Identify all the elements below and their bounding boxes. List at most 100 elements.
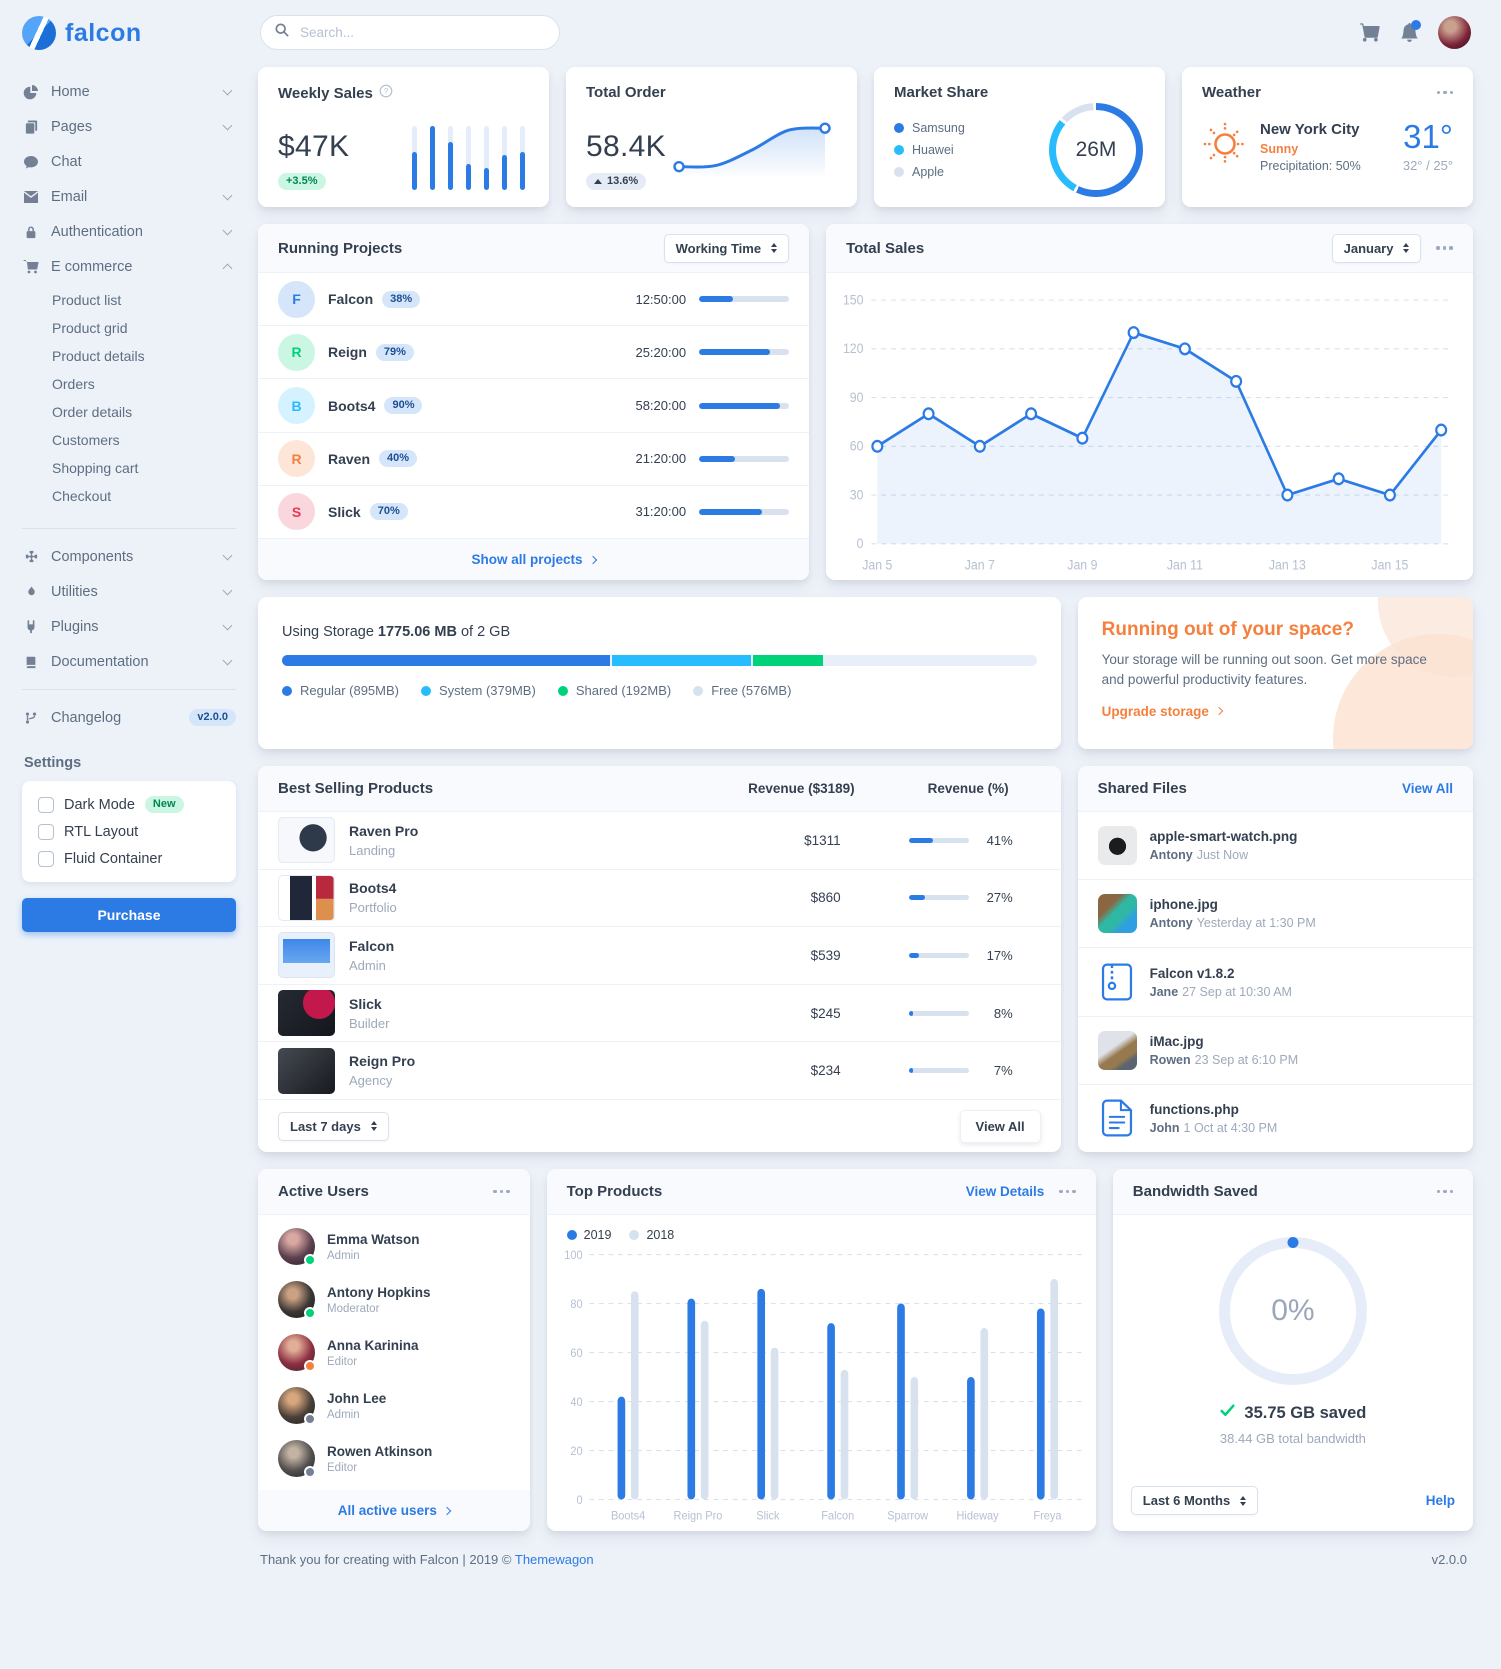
sidebar-item-components[interactable]: Components <box>22 539 236 574</box>
sidebar-subitem-checkout[interactable]: Checkout <box>52 488 112 504</box>
checkbox[interactable] <box>38 824 54 840</box>
sidebar-item-authentication[interactable]: Authentication <box>22 214 236 249</box>
project-progress-bar <box>699 402 790 409</box>
project-avatar: R <box>278 440 315 478</box>
project-avatar: S <box>278 493 315 531</box>
user-item-emma-watson: Emma Watson Admin <box>258 1220 530 1273</box>
svg-text:80: 80 <box>570 1298 582 1311</box>
checkbox[interactable] <box>38 796 54 813</box>
legend-dot <box>421 685 431 696</box>
file-meta: John 1 Oct at 4:30 PM <box>1150 1121 1278 1135</box>
purchase-button[interactable]: Purchase <box>22 898 236 932</box>
chevron-down-icon <box>222 620 233 630</box>
project-percent-badge: 90% <box>384 397 423 414</box>
sidebar-subitem-order-details[interactable]: Order details <box>52 404 133 420</box>
top-products-bar-chart: 0 20 40 60 80 100 Boots4 Reign Pro Slick Falcon Sp… <box>547 1244 1096 1531</box>
svg-text:30: 30 <box>850 487 864 503</box>
file-owner: John <box>1149 1120 1180 1135</box>
upgrade-storage-card: Running out of your space? Your storage … <box>1077 597 1473 749</box>
show-all-projects-link[interactable]: Show all projects <box>258 539 810 580</box>
sidebar-item-changelog[interactable]: Changelog v2.0.0 <box>22 700 236 735</box>
legend-item-apple[interactable]: Apple <box>894 165 965 179</box>
user-name: Anna Karinina <box>327 1337 419 1353</box>
legend-item-samsung[interactable]: Samsung <box>894 121 965 135</box>
sidebar-subitem-product-details[interactable]: Product details <box>52 348 145 364</box>
view-details-link[interactable]: View Details <box>965 1184 1045 1199</box>
notifications-bell-icon[interactable] <box>1400 20 1421 42</box>
settings-card: Dark Mode New RTL Layout Fluid Container <box>22 781 236 882</box>
svg-text:100: 100 <box>564 1249 582 1262</box>
search-input-wrap[interactable] <box>260 15 560 50</box>
view-all-files-link[interactable]: View All <box>1401 781 1453 796</box>
sidebar-item-label: Home <box>51 83 90 100</box>
working-time-select[interactable]: Working Time <box>663 233 790 263</box>
weekly-sales-badge: +3.5% <box>278 173 326 190</box>
themewagon-link[interactable]: Themewagon <box>514 1552 594 1567</box>
project-percent-badge: 70% <box>369 503 408 521</box>
project-progress-bar <box>699 455 790 462</box>
market-share-center-value: 26M <box>1075 138 1117 161</box>
chevron-right-icon <box>442 1506 452 1515</box>
file-thumbnail <box>1097 826 1137 866</box>
month-select[interactable]: January <box>1331 233 1422 263</box>
ellipsis-menu-icon[interactable] <box>1436 1185 1453 1199</box>
ellipsis-menu-icon[interactable] <box>1059 1185 1076 1199</box>
ellipsis-menu-icon[interactable] <box>1436 86 1453 100</box>
file-meta: Antony Yesterday at 1:30 PM <box>1150 916 1316 930</box>
checkbox[interactable] <box>38 851 54 867</box>
all-active-users-link[interactable]: All active users <box>258 1490 530 1531</box>
legend-item-huawei[interactable]: Huawei <box>894 143 965 157</box>
brand-logo[interactable]: falcon <box>22 16 236 50</box>
svg-text:Jan 5: Jan 5 <box>862 557 892 573</box>
date-range-select[interactable]: Last 7 days <box>278 1111 389 1141</box>
help-icon[interactable]: ? <box>379 84 393 103</box>
view-all-button[interactable]: View All <box>959 1109 1041 1143</box>
bandwidth-range-select[interactable]: Last 6 Months <box>1130 1486 1259 1515</box>
sidebar-subitem-product-grid[interactable]: Product grid <box>52 320 128 336</box>
upgrade-storage-link[interactable]: Upgrade storage <box>1102 704 1224 719</box>
project-time: 58:20:00 <box>635 398 687 413</box>
user-role: Admin <box>327 1249 360 1262</box>
sidebar-subitem-product-list[interactable]: Product list <box>52 292 122 308</box>
shared-files-title: Shared Files <box>1097 780 1187 797</box>
project-row-raven: R Raven 40% 21:20:00 <box>258 433 810 486</box>
project-percent-badge: 79% <box>375 343 414 361</box>
topbar-icons <box>1360 16 1471 49</box>
legend-item-2019[interactable]: 2019 <box>566 1228 611 1242</box>
weekly-sales-title: Weekly Sales <box>278 85 373 102</box>
storage-legend-item: Shared (192MB) <box>557 683 671 698</box>
shopping-cart-icon[interactable] <box>1360 22 1381 43</box>
sidebar-item-e-commerce[interactable]: E commerce <box>22 249 236 284</box>
project-name: Reign <box>328 344 367 361</box>
sidebar-subitem-orders[interactable]: Orders <box>52 376 95 392</box>
product-revenue: $860 <box>810 890 841 906</box>
project-avatar: F <box>278 280 315 318</box>
svg-text:Hideway: Hideway <box>956 1510 998 1523</box>
help-link[interactable]: Help <box>1425 1493 1455 1508</box>
svg-text:Sparrow: Sparrow <box>887 1510 929 1523</box>
file-owner: Jane <box>1149 984 1179 999</box>
sidebar-item-pages[interactable]: Pages <box>22 109 236 144</box>
sidebar-item-documentation[interactable]: Documentation <box>22 644 236 679</box>
sidebar-item-chat[interactable]: Chat <box>22 144 236 179</box>
new-badge: New <box>144 796 184 813</box>
sidebar-item-email[interactable]: Email <box>22 179 236 214</box>
user-role: Editor <box>327 1355 358 1368</box>
legend-dot <box>693 685 704 696</box>
project-percent-badge: 40% <box>379 450 418 468</box>
ellipsis-menu-icon[interactable] <box>493 1185 510 1199</box>
sidebar-item-plugins[interactable]: Plugins <box>22 609 236 644</box>
sidebar-item-home[interactable]: Home <box>22 74 236 109</box>
weekly-bar <box>520 126 525 190</box>
sidebar-item-utilities[interactable]: Utilities <box>22 574 236 609</box>
ellipsis-menu-icon[interactable] <box>1436 241 1453 255</box>
check-icon <box>1219 1402 1236 1424</box>
product-percent: 17% <box>986 947 1013 963</box>
sidebar-subitem-customers[interactable]: Customers <box>52 432 120 448</box>
sidebar-subitem-shopping-cart[interactable]: Shopping cart <box>52 460 139 476</box>
user-avatar[interactable] <box>1438 16 1471 49</box>
setting-option-fluid-container: Fluid Container <box>38 851 220 867</box>
weekly-sales-bar-chart <box>412 126 529 190</box>
search-input[interactable] <box>298 24 545 41</box>
legend-item-2018[interactable]: 2018 <box>629 1228 674 1242</box>
